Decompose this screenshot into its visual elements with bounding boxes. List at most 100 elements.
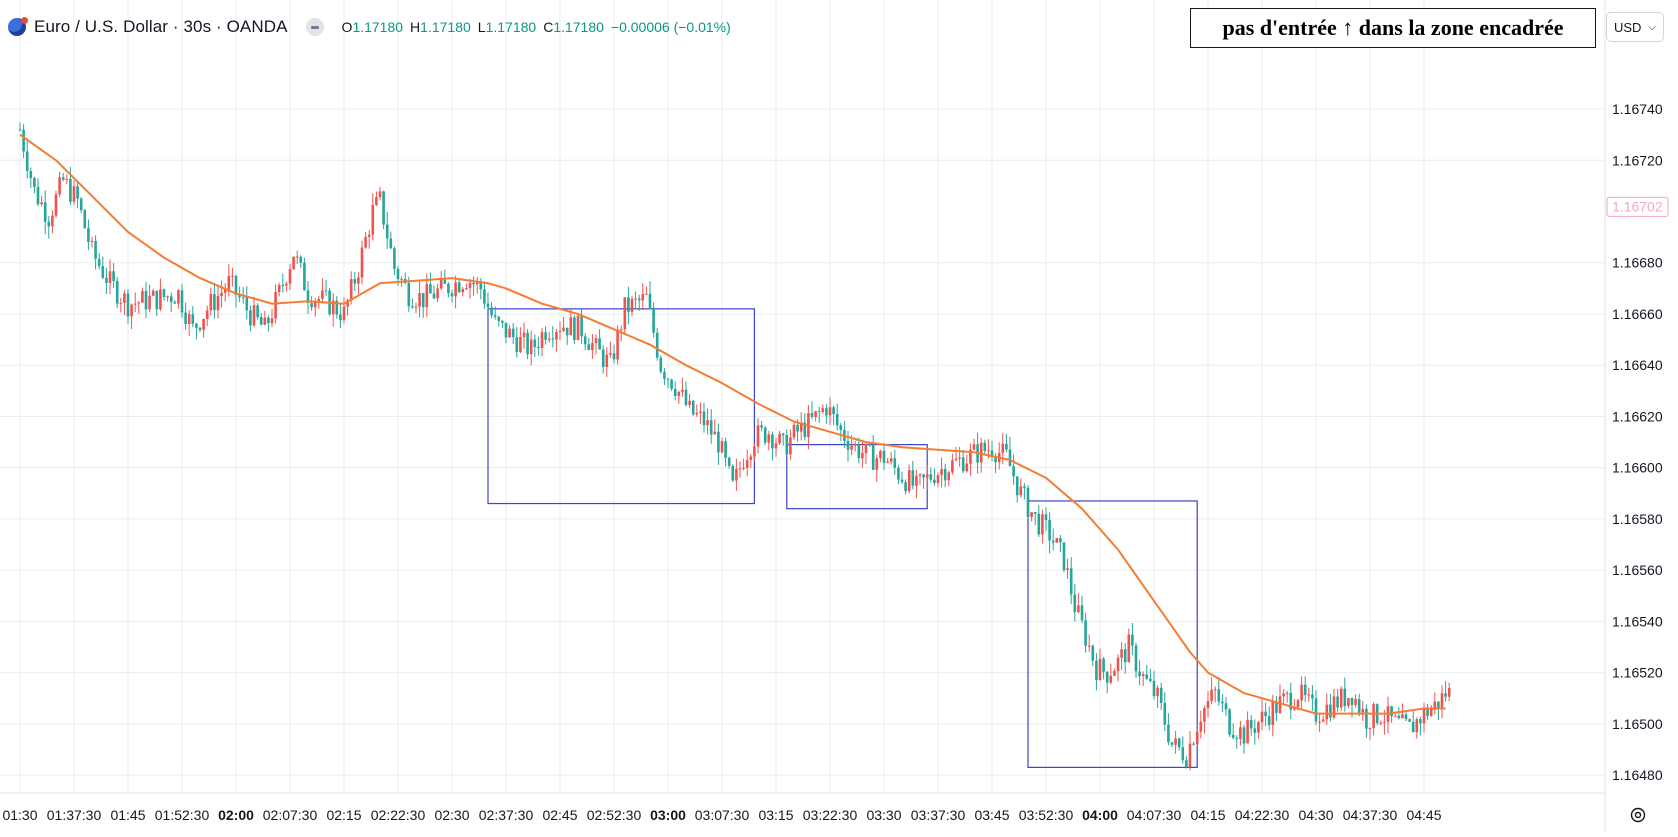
- candle-body: [137, 302, 141, 304]
- candle-body: [684, 389, 688, 405]
- candle-body: [1159, 687, 1163, 704]
- candle-body: [173, 302, 177, 304]
- candle-body: [1113, 671, 1116, 676]
- candle-body: [562, 327, 565, 331]
- candle-body: [346, 300, 349, 307]
- time-tick-label: 04:30: [1298, 807, 1333, 823]
- close-key: C: [543, 19, 554, 35]
- candle-body: [508, 328, 511, 338]
- candle-body: [940, 469, 943, 475]
- candle-body: [868, 443, 871, 446]
- candle-body: [875, 458, 879, 470]
- candle-body: [828, 407, 832, 416]
- candle-body: [1257, 722, 1260, 733]
- candle-body: [299, 256, 303, 263]
- candle-body: [1242, 727, 1246, 744]
- time-axis: 01:30 01:37:30 01:45 01:52:30 02:00 02:07:30 0…: [2, 807, 1441, 823]
- candle-body: [544, 332, 547, 340]
- candle-body: [659, 357, 663, 372]
- candle-body: [1008, 449, 1012, 467]
- candle-body: [367, 234, 371, 237]
- candle-body: [803, 422, 807, 437]
- annotation-text-box[interactable]: pas d'entrée ↑ dans la zone encadrée: [1190, 8, 1596, 48]
- candle-body: [501, 320, 504, 323]
- candle-body: [151, 290, 155, 296]
- candle-body: [1228, 709, 1231, 735]
- candle-body: [1415, 719, 1419, 733]
- candle-body: [1091, 645, 1095, 661]
- candle-body: [126, 293, 130, 317]
- candle-body: [796, 424, 799, 432]
- price-tick-label: 1.16640: [1612, 357, 1663, 373]
- candle-body: [616, 329, 619, 360]
- chevron-down-icon: ⌵: [1648, 21, 1656, 33]
- open-key: O: [341, 19, 353, 35]
- candle-body: [839, 425, 843, 431]
- candle-body: [742, 467, 745, 469]
- candle-body: [497, 317, 501, 321]
- candle-body: [1275, 701, 1278, 713]
- time-tick-label: 03:52:30: [1019, 807, 1074, 823]
- chart-grid: [0, 0, 1605, 793]
- candle-body: [1084, 620, 1087, 646]
- candle-body: [288, 269, 292, 284]
- hide-legend-button[interactable]: [305, 18, 324, 36]
- time-tick-label: 02:07:30: [263, 807, 318, 823]
- candle-body: [1235, 737, 1239, 739]
- candle-body: [817, 411, 821, 413]
- candle-body: [1203, 708, 1206, 722]
- candle-body: [641, 293, 645, 301]
- currency-selector[interactable]: USD ⌵: [1606, 12, 1664, 42]
- candle-body: [1185, 760, 1188, 767]
- candle-body: [882, 450, 886, 463]
- settings-gear-icon[interactable]: [1628, 805, 1648, 825]
- candle-body: [853, 444, 857, 446]
- candle-body: [522, 332, 526, 338]
- candle-body: [1372, 704, 1375, 729]
- candle-body: [918, 474, 922, 476]
- time-tick-label: 04:22:30: [1235, 807, 1290, 823]
- zone-boxes: [487, 308, 1198, 768]
- candle-body: [123, 293, 126, 303]
- candle-body: [1401, 714, 1404, 719]
- current-price-label: 1.16702: [1606, 196, 1669, 217]
- candle-body: [792, 424, 796, 438]
- candle-body: [256, 305, 259, 318]
- candle-body: [637, 298, 641, 301]
- candle-body: [447, 283, 450, 294]
- candle-body: [1347, 698, 1350, 707]
- eurusd-flag-logo: [8, 17, 28, 36]
- close-value: 1.17180: [553, 19, 604, 35]
- candle-body: [1249, 719, 1253, 729]
- candle-body: [1001, 443, 1005, 453]
- candle-body: [133, 303, 137, 305]
- candle-body: [144, 291, 148, 310]
- time-tick-label: 01:30: [2, 807, 37, 823]
- candle-body: [223, 289, 227, 293]
- symbol-title[interactable]: Euro / U.S. Dollar · 30s · OANDA: [34, 17, 288, 36]
- candle-body: [54, 194, 58, 216]
- candle-body: [677, 391, 681, 397]
- zone-box-1: [487, 308, 755, 505]
- candle-body: [663, 371, 666, 379]
- price-tick-label: 1.16560: [1612, 562, 1663, 578]
- candle-body: [450, 293, 454, 297]
- candle-body: [490, 307, 493, 316]
- candle-body: [1066, 568, 1069, 571]
- candle-body: [130, 304, 133, 317]
- candle-body: [583, 336, 587, 345]
- change-value: −0.00006 (−0.01%): [610, 19, 731, 35]
- candle-body: [25, 151, 29, 172]
- candle-body: [400, 278, 403, 280]
- candle-body: [1116, 657, 1120, 672]
- low-value: 1.17180: [485, 19, 537, 35]
- candle-body: [533, 339, 537, 347]
- candle-body: [1231, 734, 1235, 738]
- time-tick-label: 03:45: [974, 807, 1009, 823]
- candle-body: [1023, 486, 1026, 488]
- price-axis: 1.16740 1.16720 1.16680 1.16660 1.16640 1.166…: [1612, 101, 1663, 783]
- candle-body: [774, 443, 778, 449]
- candle-body: [177, 290, 180, 304]
